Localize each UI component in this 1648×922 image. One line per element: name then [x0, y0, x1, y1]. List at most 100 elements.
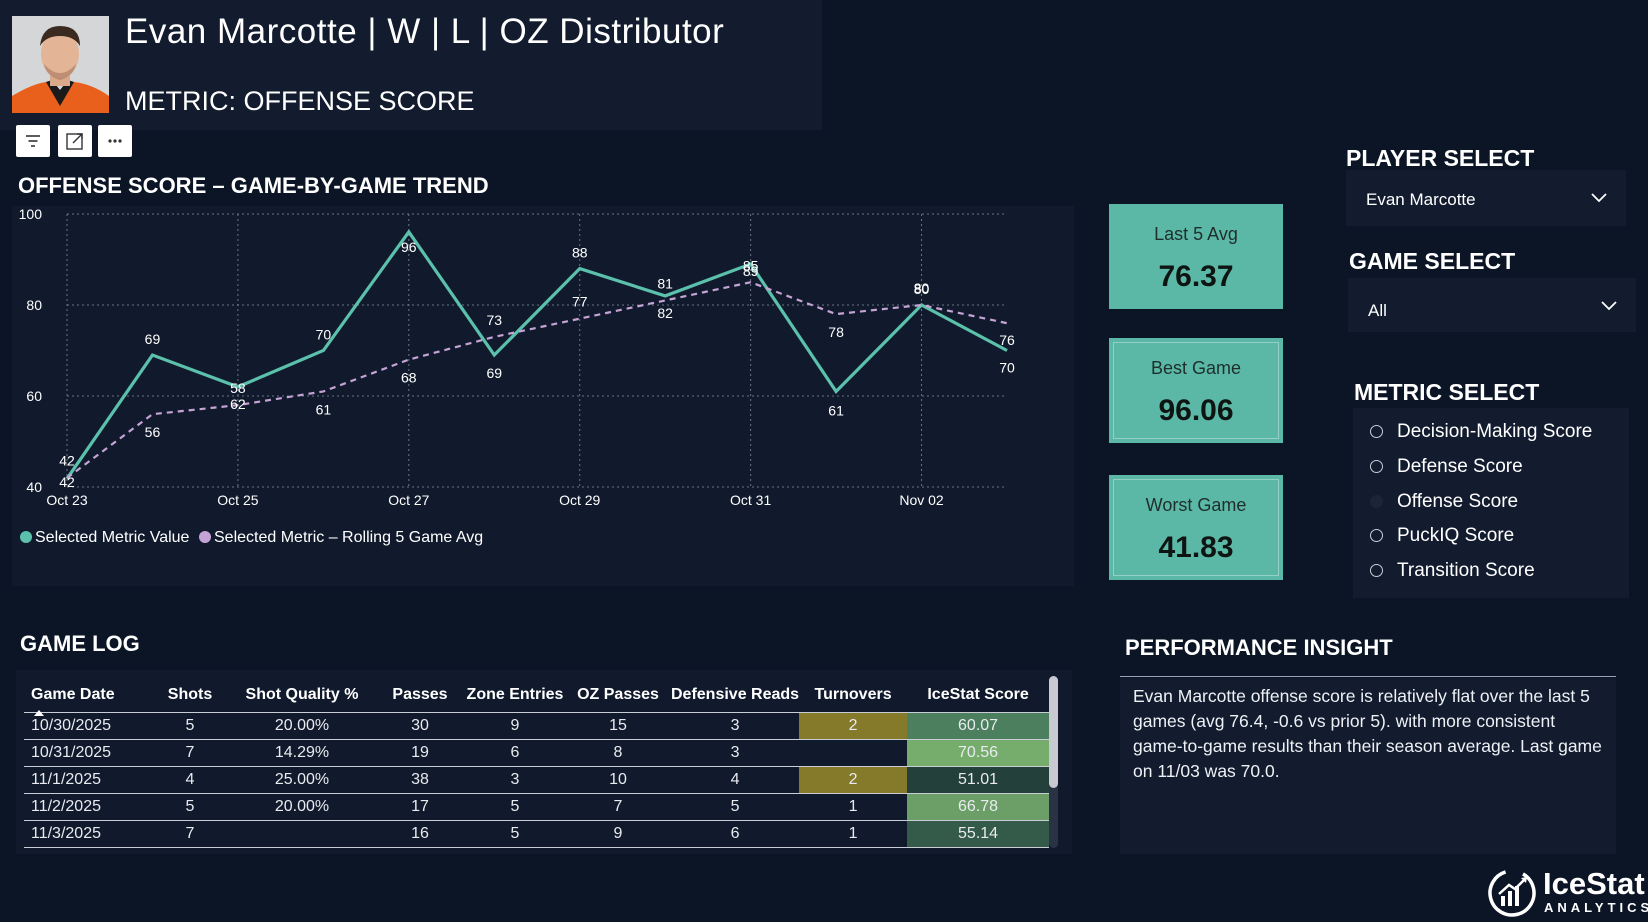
radio-button-selected[interactable] [1370, 495, 1383, 508]
column-header-shots[interactable]: Shots [151, 678, 229, 713]
radio-button[interactable] [1370, 564, 1383, 577]
table-cell-score: 66.78 [907, 793, 1050, 821]
table-cell-passes: 38 [375, 766, 465, 794]
filter-button[interactable] [16, 125, 50, 157]
table-cell-date: 10/30/2025 [24, 712, 151, 740]
table-cell-oz-passes: 7 [565, 793, 671, 821]
x-tick-label: Oct 27 [388, 492, 429, 508]
table-cell-shot-quality: 20.00% [229, 712, 375, 740]
table-cell-turnovers: 2 [799, 766, 908, 794]
more-options-button[interactable] [98, 125, 132, 157]
chevron-down-icon [1591, 193, 1607, 203]
table-cell-score: 55.14 [907, 820, 1050, 848]
column-header-passes[interactable]: Passes [375, 678, 465, 713]
data-label: 61 [828, 402, 844, 418]
x-tick-label: Oct 23 [46, 492, 87, 508]
kpi-label: Best Game [1150, 358, 1242, 378]
data-label: 73 [486, 312, 502, 328]
focus-mode-button[interactable] [58, 125, 92, 157]
more-icon [108, 139, 122, 143]
table-row[interactable]: 10/30/2025 5 20.00% 30 9 15 3 2 60.07 [24, 712, 1050, 740]
column-header-icestat-score[interactable]: IceStat Score [907, 678, 1050, 713]
radio-button[interactable] [1370, 460, 1383, 473]
data-label: 78 [828, 324, 844, 340]
data-label: 85 [743, 257, 759, 273]
table-cell-passes: 30 [375, 712, 465, 740]
table-cell-oz-passes: 9 [565, 820, 671, 848]
y-tick-label: 100 [19, 206, 43, 222]
legend-label: Selected Metric Value [35, 529, 190, 546]
table-row[interactable]: 11/1/2025 4 25.00% 38 3 10 4 2 51.01 [24, 766, 1050, 794]
data-label: 96 [401, 239, 417, 255]
player-select-value: Evan Marcotte [1366, 190, 1476, 209]
series-line-rolling-avg [66, 281, 1008, 479]
data-label: 42 [59, 474, 75, 490]
table-row[interactable]: 10/31/2025 7 14.29% 19 6 8 3 70.56 [24, 739, 1050, 767]
radio-button[interactable] [1370, 425, 1383, 438]
filter-icon [26, 135, 40, 147]
data-label: 69 [486, 365, 502, 381]
table-cell-shot-quality [229, 820, 375, 848]
table-cell-date: 11/1/2025 [24, 766, 151, 794]
data-label: 80 [914, 280, 930, 296]
table-cell-zone-entries: 3 [465, 766, 565, 794]
data-label: 70 [999, 360, 1015, 376]
data-label: 88 [572, 245, 588, 261]
insight-title: PERFORMANCE INSIGHT [1125, 635, 1393, 660]
logo-wordmark: IceStat [1543, 866, 1645, 901]
insight-text: Evan Marcotte offense score is relativel… [1133, 686, 1602, 781]
y-tick-label: 40 [26, 479, 42, 495]
kpi-label: Last 5 Avg [1154, 224, 1238, 244]
table-cell-passes: 17 [375, 793, 465, 821]
metric-option-label: Decision-Making Score [1397, 421, 1593, 442]
table-cell-zone-entries: 9 [465, 712, 565, 740]
sort-ascending-icon[interactable] [34, 710, 44, 716]
table-cell-score: 51.01 [907, 766, 1050, 794]
kpi-value: 41.83 [1158, 531, 1234, 564]
x-tick-label: Oct 29 [559, 492, 600, 508]
column-header-turnovers[interactable]: Turnovers [799, 678, 908, 713]
table-cell-oz-passes: 15 [565, 712, 671, 740]
kpi-last-5-avg: Last 5 Avg 76.37 [1109, 204, 1283, 309]
metric-option-label: Defense Score [1397, 456, 1523, 477]
column-header-defensive-reads[interactable]: Defensive Reads [671, 678, 800, 713]
table-cell-shot-quality: 25.00% [229, 766, 375, 794]
table-cell-defensive-reads: 6 [671, 820, 800, 848]
data-label: 58 [230, 380, 246, 396]
column-header-shot-quality[interactable]: Shot Quality % [229, 678, 375, 713]
table-cell-date: 11/3/2025 [24, 820, 151, 848]
trend-chart: 40 60 80 100 Oct 23 Oct 25 Oct 27 Oct 29 Oct 31 N… [19, 206, 1015, 546]
table-cell-defensive-reads: 5 [671, 793, 800, 821]
metric-select-title: METRIC SELECT [1354, 379, 1540, 405]
player-select-dropdown[interactable]: Evan Marcotte [1346, 170, 1626, 226]
data-label: 82 [657, 305, 673, 321]
game-log-table: Game Date Shots Shot Quality % Passes Zo… [24, 678, 1050, 848]
expand-icon [66, 133, 83, 150]
player-avatar [12, 16, 109, 113]
table-row[interactable]: 11/2/2025 5 20.00% 17 5 7 5 1 66.78 [24, 793, 1050, 821]
y-tick-label: 80 [26, 297, 42, 313]
data-label: 62 [230, 396, 246, 412]
legend-marker [199, 531, 211, 543]
metric-title: METRIC: OFFENSE SCORE [125, 86, 475, 116]
table-cell-zone-entries: 5 [465, 820, 565, 848]
table-cell-turnovers: 1 [799, 820, 908, 848]
y-tick-label: 60 [26, 388, 42, 404]
table-cell-defensive-reads: 3 [671, 739, 800, 767]
game-log-panel: Game Date Shots Shot Quality % Passes Zo… [16, 670, 1072, 854]
game-log-scroll-thumb[interactable] [1049, 676, 1058, 788]
column-header-game-date[interactable]: Game Date [24, 678, 151, 716]
table-cell-shots: 5 [151, 793, 229, 821]
radio-button[interactable] [1370, 529, 1383, 542]
table-cell-shots: 7 [151, 739, 229, 767]
column-header-zone-entries[interactable]: Zone Entries [465, 678, 565, 713]
series-line-selected-metric [65, 229, 1008, 480]
icestat-logo-icon [1488, 869, 1536, 917]
table-cell-turnovers: 1 [799, 793, 908, 821]
column-header-oz-passes[interactable]: OZ Passes [565, 678, 671, 713]
metric-select-list: Decision-Making Score Defense Score Offe… [1353, 408, 1629, 598]
player-title: Evan Marcotte | W | L | OZ Distributor [125, 12, 725, 51]
game-select-dropdown[interactable]: All [1348, 278, 1636, 332]
table-row[interactable]: 11/3/2025 7 16 5 9 6 1 55.14 [24, 820, 1050, 848]
metric-option-label: Offense Score [1397, 491, 1519, 512]
